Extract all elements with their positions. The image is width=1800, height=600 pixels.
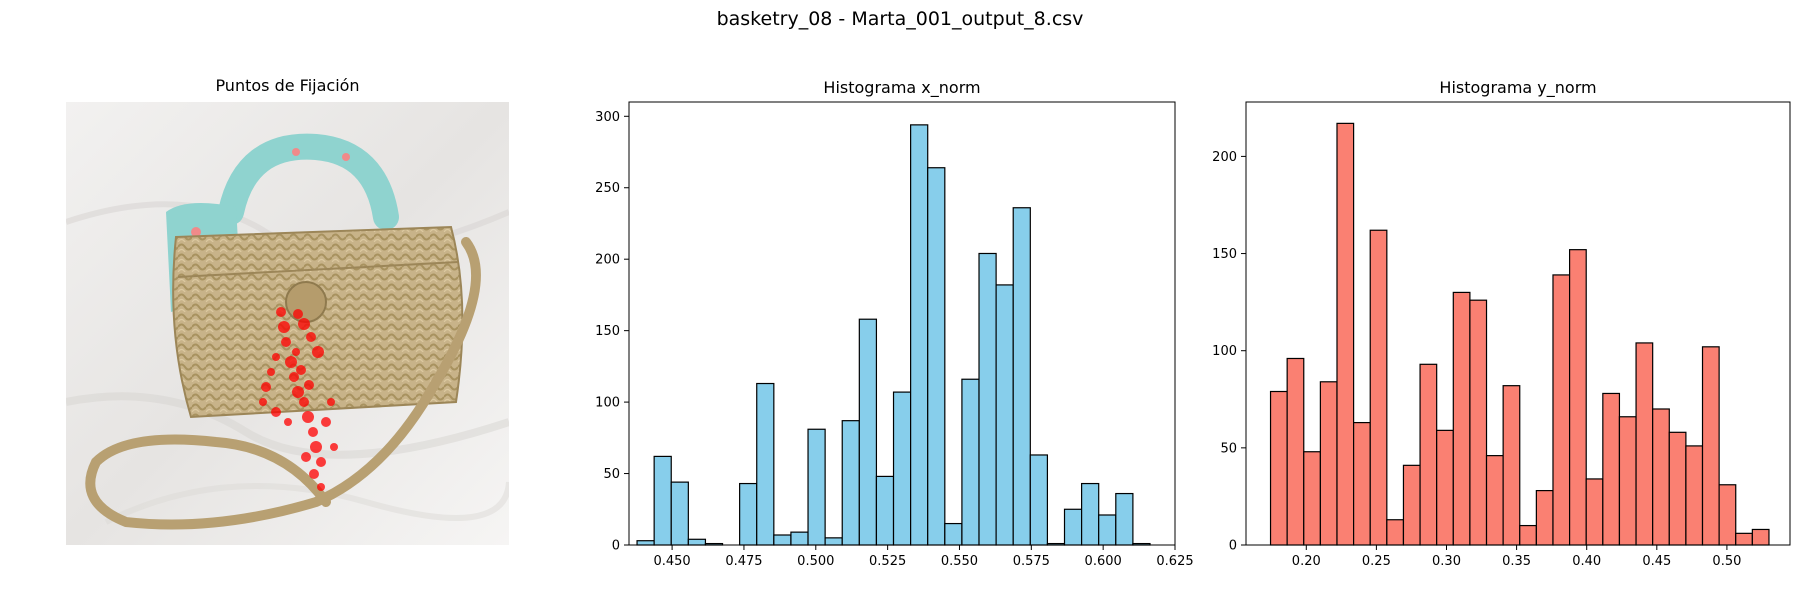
basket-photo-illustration — [66, 102, 509, 545]
x-tick-label: 0.600 — [1085, 554, 1122, 569]
histogram-bar — [1402, 464, 1421, 546]
histogram-bar — [1618, 416, 1637, 546]
histogram-bar — [1751, 528, 1770, 546]
histogram-bar — [1668, 431, 1687, 546]
histogram-bar — [961, 378, 980, 546]
histogram-bar — [927, 167, 946, 546]
axes-frame — [1245, 101, 1791, 546]
histogram-bar — [756, 382, 775, 546]
histogram-bar — [670, 481, 689, 546]
histogram-bar — [653, 455, 672, 546]
histogram-bar — [1718, 484, 1737, 546]
histogram-bar — [1552, 274, 1571, 546]
histogram-bar — [1452, 291, 1471, 546]
x-tick-label: 0.40 — [1572, 554, 1601, 569]
histogram-bar — [1436, 429, 1454, 546]
histogram-bar — [1602, 392, 1621, 546]
histogram-bar — [773, 534, 792, 546]
x-tick-label: 0.25 — [1362, 554, 1391, 569]
histogram-bar — [1063, 508, 1083, 546]
histogram-bar — [910, 124, 929, 546]
y-tick-label: 50 — [1220, 441, 1237, 456]
histogram-y-norm: Histograma y_norm 0.20 0.25 0.30 0.35 0.40 0.4… — [1212, 78, 1791, 569]
x-tick-label: 0.45 — [1642, 554, 1671, 569]
histogram-bar — [807, 428, 826, 546]
histogram-bar — [1098, 514, 1117, 546]
y-tick-label: 200 — [1212, 150, 1237, 165]
histogram-bar — [1585, 478, 1604, 546]
histogram-bar — [636, 540, 655, 546]
histogram-bar — [978, 252, 997, 546]
basket-photo-with-fixations — [66, 102, 509, 545]
histogram-bar — [1303, 451, 1321, 546]
x-tick-label: 0.625 — [1156, 554, 1193, 569]
histogram-bar — [790, 531, 809, 546]
histogram-bar — [1469, 299, 1488, 546]
histogram-bar — [687, 538, 707, 546]
x-tick-label: 0.30 — [1432, 554, 1461, 569]
chart-title: Histograma x_norm — [823, 78, 980, 98]
histogram-bar — [1419, 363, 1438, 546]
histogram-bar — [1369, 229, 1388, 546]
histogram-bar — [1685, 445, 1704, 546]
histogram-bar — [1012, 207, 1031, 546]
histogram-bar — [1029, 454, 1049, 546]
histogram-bar — [841, 420, 860, 546]
histogram-bar — [1269, 390, 1288, 546]
x-tick-label: 0.525 — [869, 554, 906, 569]
axes-frame — [628, 101, 1176, 546]
histogram-bar — [1336, 122, 1355, 546]
histogram-bar — [739, 482, 758, 546]
y-tick-label: 0 — [1229, 539, 1237, 554]
histogram-bar — [1701, 346, 1720, 546]
histogram-x-norm: Histograma x_norm 0.450 0.475 0.500 0.525 0.5… — [595, 78, 1193, 569]
histogram-bar — [1485, 455, 1504, 546]
y-tick-label: 300 — [595, 110, 620, 125]
x-tick-label: 0.50 — [1712, 554, 1741, 569]
y-tick-label: 150 — [1212, 247, 1237, 262]
y-tick-label: 100 — [595, 396, 620, 411]
histogram-bar — [1115, 492, 1134, 546]
x-tick-label: 0.475 — [725, 554, 762, 569]
y-tick-label: 200 — [595, 253, 620, 268]
histogram-bar — [1502, 385, 1521, 546]
y-tick-label: 250 — [595, 181, 620, 196]
y-tick-label: 50 — [603, 467, 620, 482]
x-tick-label: 0.450 — [653, 554, 690, 569]
x-tick-label: 0.20 — [1292, 554, 1321, 569]
histogram-bar — [1568, 249, 1587, 546]
x-tick-label: 0.500 — [797, 554, 834, 569]
chart-title: Histograma y_norm — [1439, 78, 1596, 98]
histogram-bar — [1519, 524, 1537, 546]
histogram-bar — [1081, 482, 1100, 546]
figure-title: basketry_08 - Marta_001_output_8.csv — [716, 8, 1084, 30]
x-tick-label: 0.35 — [1502, 554, 1531, 569]
histogram-bar — [1652, 408, 1670, 546]
histogram-bar — [995, 284, 1014, 546]
x-tick-label: 0.550 — [941, 554, 978, 569]
image-panel-title: Puntos de Fijación — [215, 76, 360, 95]
histogram-bar — [858, 318, 878, 546]
histogram-bar — [1386, 519, 1405, 546]
histogram-bar — [1735, 532, 1753, 546]
histogram-bar — [1535, 489, 1554, 546]
x-tick-label: 0.575 — [1013, 554, 1050, 569]
histogram-bar — [824, 537, 843, 546]
histogram-bar — [875, 475, 895, 546]
histogram-bar — [1635, 342, 1654, 546]
histogram-bar — [1319, 381, 1338, 546]
histogram-bar — [1353, 421, 1371, 546]
histogram-bar — [892, 391, 912, 546]
histogram-bar — [1286, 357, 1305, 546]
y-tick-label: 0 — [612, 539, 620, 554]
y-tick-label: 100 — [1212, 344, 1237, 359]
y-tick-label: 150 — [595, 324, 620, 339]
histogram-bar — [944, 522, 963, 546]
